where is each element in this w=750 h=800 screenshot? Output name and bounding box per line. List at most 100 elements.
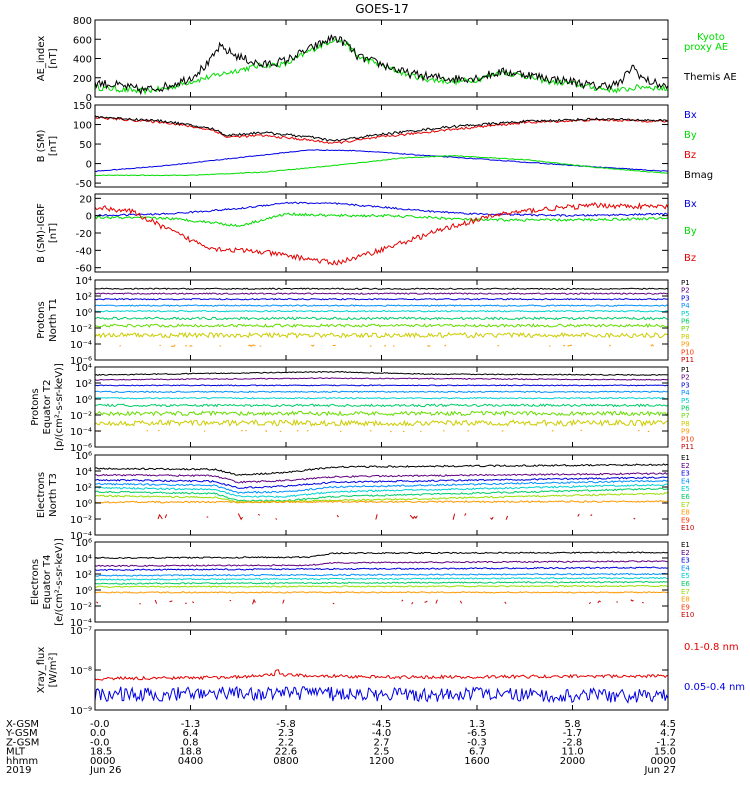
ephemeris-value: 6.4 [183, 728, 199, 739]
panel-frame [94, 629, 669, 711]
panel-frame [94, 104, 669, 188]
legend-entry: Bz [684, 150, 696, 161]
series-line-et4-0 [95, 551, 668, 560]
y-tick-label: 10⁻⁴ [70, 531, 92, 542]
y-tick-label: 100 [73, 121, 92, 132]
ephemeris-value: -1.3 [181, 719, 201, 730]
legend-entry: E2 [681, 549, 690, 557]
y-tick-label: 10⁻² [70, 324, 92, 335]
series-line-pt1-5 [95, 316, 668, 321]
panel-pt1: 10⁻⁶ 10⁻⁴ 10⁻² 10⁰ 10² 10⁴ Protons North T1 P1P2… [36, 276, 694, 367]
legend-entry: P2 [681, 287, 690, 295]
y-axis-label: North T1 [48, 298, 59, 342]
legend-entry: 0.05-0.4 nm [684, 682, 745, 693]
ephemeris-value: -0.0 [90, 719, 110, 730]
legend-entry: E7 [681, 588, 690, 596]
y-tick-label: -50 [76, 179, 92, 190]
series-line-et4-7 [95, 591, 668, 594]
legend-entry: P5 [681, 310, 690, 318]
y-tick-label: 10² [75, 292, 92, 303]
y-tick-label: 10⁰ [75, 308, 92, 319]
legend-entry: P9 [681, 428, 690, 436]
y-axis-label: [e/(cm²-s-sr-keV)] [54, 538, 65, 626]
legend-entry: P3 [681, 294, 690, 302]
y-tick-label: 10⁻⁶ [70, 443, 92, 454]
y-axis-label: [nT] [48, 48, 59, 68]
panel-bsm: -50 0 50 100 150 B (SM) [nT] Bx By Bz Bmag [36, 101, 713, 190]
legend-entry: P3 [681, 381, 690, 389]
ephemeris-row-label: Y-GSM [5, 728, 38, 739]
legend-entry: P2 [681, 374, 690, 382]
y-axis-label: [nT] [48, 136, 59, 156]
series-line-et3-6 [95, 492, 668, 504]
legend-entry: P1 [681, 279, 690, 287]
panel-xray: 10⁻⁹ 10⁻⁸ 10⁻⁷ Xray_flux [W/m²] 0.1-0.8 nm 0.0… [36, 626, 745, 717]
ephemeris-value: Jun 26 [89, 765, 122, 776]
ephemeris-value: 5.8 [565, 719, 581, 730]
series-line-pt2-8 [98, 430, 661, 432]
y-tick-label: 10² [75, 570, 92, 581]
y-axis-label: Protons [36, 301, 47, 338]
ephemeris-value: -4.5 [372, 719, 392, 730]
y-tick-label: 50 [79, 140, 92, 151]
legend-entry: P9 [681, 341, 690, 349]
legend-entry: E3 [681, 557, 690, 565]
legend-entry: P10 [681, 435, 694, 443]
y-tick-label: 10⁴ [75, 554, 92, 565]
series-line-et4-2 [95, 566, 668, 572]
y-tick-label: 10⁻⁴ [70, 340, 92, 351]
series-line-et4-3 [95, 572, 668, 577]
series-line-et3-7 [95, 500, 668, 504]
ephemeris-value: 15.0 [654, 747, 676, 758]
y-tick-label: 10⁴ [75, 467, 92, 478]
series-line-pt2-1 [95, 377, 668, 381]
legend-entry: P7 [681, 325, 690, 333]
y-tick-label: 10⁻² [70, 515, 92, 526]
series-line-pt1-8 [119, 345, 668, 347]
legend-entry: E8 [681, 596, 690, 604]
legend-entry: E1 [681, 454, 690, 462]
y-tick-label: 800 [73, 16, 92, 27]
legend-entry: E4 [681, 477, 690, 485]
ephemeris-value: 0800 [273, 756, 298, 767]
legend-entry: P11 [681, 443, 694, 451]
series-line-pt1-3 [95, 304, 668, 307]
ephemeris-value: 18.8 [179, 747, 201, 758]
series-line-et3-4 [95, 483, 668, 499]
y-axis-label: [W/m²] [48, 652, 59, 687]
y-tick-label: 0 [86, 212, 92, 223]
y-tick-label: 600 [73, 35, 92, 46]
page-title: GOES-17 [355, 2, 409, 16]
legend-entry: P6 [681, 318, 690, 326]
series-line-xray-0 [95, 669, 668, 681]
legend-entry: E1 [681, 541, 690, 549]
series-line-pt2-4 [95, 396, 668, 400]
ephemeris-value: 2.2 [278, 737, 294, 748]
y-axis-label: AE_index [36, 36, 47, 82]
panel-frame [94, 19, 669, 98]
y-axis-label: North T3 [48, 473, 59, 517]
y-tick-label: 10⁰ [75, 586, 92, 597]
series-line-pt1-7 [95, 331, 668, 339]
ephemeris-value: -5.8 [276, 719, 296, 730]
ephemeris-row-label: MLT [6, 747, 26, 758]
series-line-pt2-5 [95, 403, 668, 408]
y-tick-label: -20 [76, 229, 92, 240]
y-axis-label: Electrons [36, 472, 47, 518]
series-line-et3-8 [158, 513, 661, 519]
y-tick-label: 0 [86, 93, 92, 104]
series-line-pt2-2 [95, 384, 668, 387]
series-line-pt2-0 [95, 370, 668, 376]
series-line-bigrf-2 [95, 201, 668, 266]
legend-entry: P7 [681, 412, 690, 420]
series-line-et4-5 [95, 580, 668, 585]
ephemeris-value: 2.7 [374, 737, 390, 748]
series-line-pt2-7 [95, 418, 668, 428]
ephemeris-value: -2.8 [563, 737, 583, 748]
legend-entry: proxy AE [684, 42, 728, 53]
series-line-pt2-3 [95, 390, 668, 394]
ephemeris-row-label: Z-GSM [6, 737, 39, 748]
y-tick-label: 10⁴ [75, 363, 92, 374]
